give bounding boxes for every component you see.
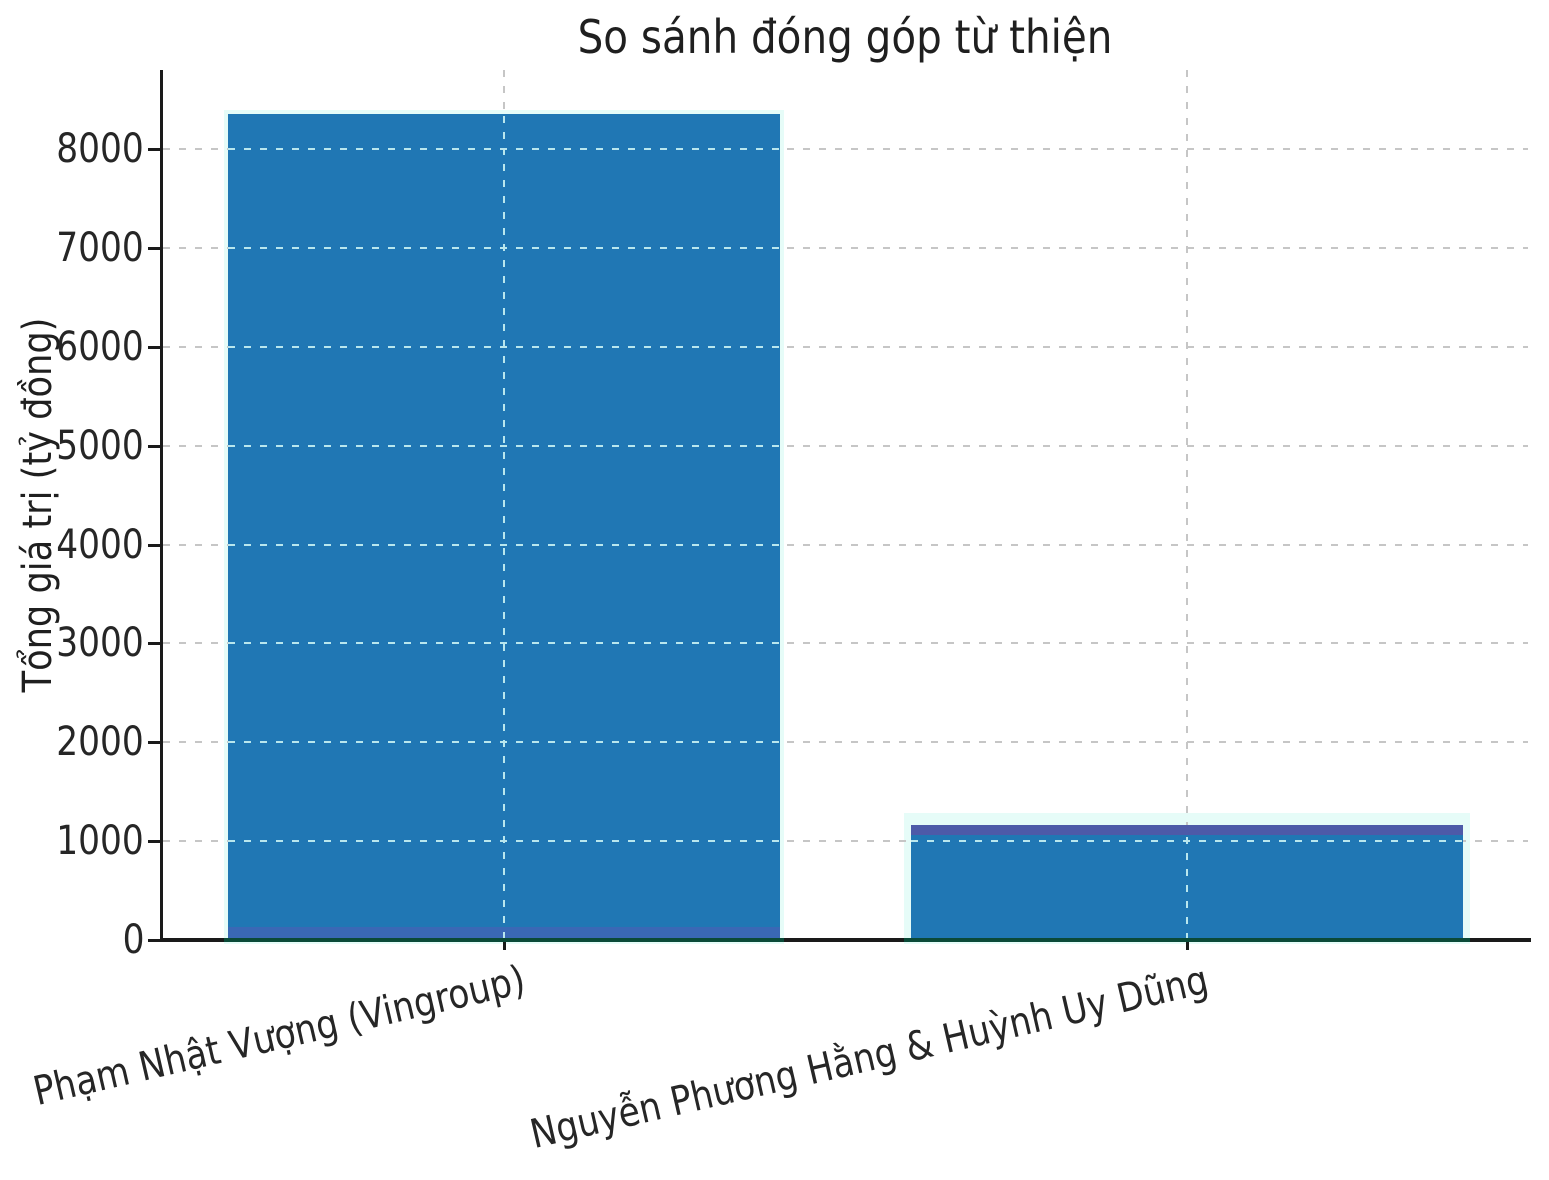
bar-top-accent: [910, 825, 1463, 836]
grid-line: [163, 642, 1528, 645]
grid-line: [163, 840, 1528, 843]
y-tick-label: 5000: [56, 422, 144, 469]
axis-tick: [148, 642, 160, 646]
x-tick-label: Phạm Nhật Vượng (Vingroup): [29, 957, 530, 1116]
y-tick-label: 2000: [56, 719, 144, 766]
y-tick-label: 1000: [56, 818, 144, 865]
axis-tick: [148, 444, 160, 448]
grid-line: [163, 741, 1528, 744]
grid-line: [163, 246, 1528, 249]
axis-tick: [148, 939, 160, 942]
grid-line: [163, 148, 1528, 151]
y-tick-label: 3000: [56, 620, 144, 667]
axis-tick: [148, 345, 160, 349]
grid-line: [163, 345, 1528, 348]
chart-title: So sánh đóng góp từ thiện: [577, 10, 1113, 64]
y-tick-label: 8000: [56, 126, 144, 173]
axis-tick: [1185, 942, 1189, 950]
grid-line-over-bar: [1185, 837, 1188, 938]
axis-tick: [148, 148, 160, 152]
x-axis-under-bar: [224, 938, 785, 942]
axis-tick: [148, 543, 160, 547]
axis-tick: [148, 246, 160, 250]
grid-line-over-bar: [503, 116, 506, 938]
y-tick-label: 4000: [56, 521, 144, 568]
y-axis-label: Tổng giá trị (tỷ đồng): [15, 317, 61, 693]
axis-tick: [148, 840, 160, 844]
axis-tick: [503, 942, 507, 950]
axis-tick: [148, 741, 160, 745]
grid-line: [1185, 70, 1188, 940]
y-tick-label: 0: [122, 917, 144, 963]
grid-line: [163, 444, 1528, 447]
grid-line: [163, 543, 1528, 546]
y-axis: [160, 70, 163, 942]
x-tick-label: Nguyễn Phương Hằng & Huỳnh Uy Dũng: [526, 957, 1213, 1158]
x-axis: [160, 938, 1531, 942]
x-axis-under-bar: [903, 938, 1470, 942]
y-tick-label: 7000: [56, 224, 144, 271]
y-tick-label: 6000: [56, 323, 144, 370]
